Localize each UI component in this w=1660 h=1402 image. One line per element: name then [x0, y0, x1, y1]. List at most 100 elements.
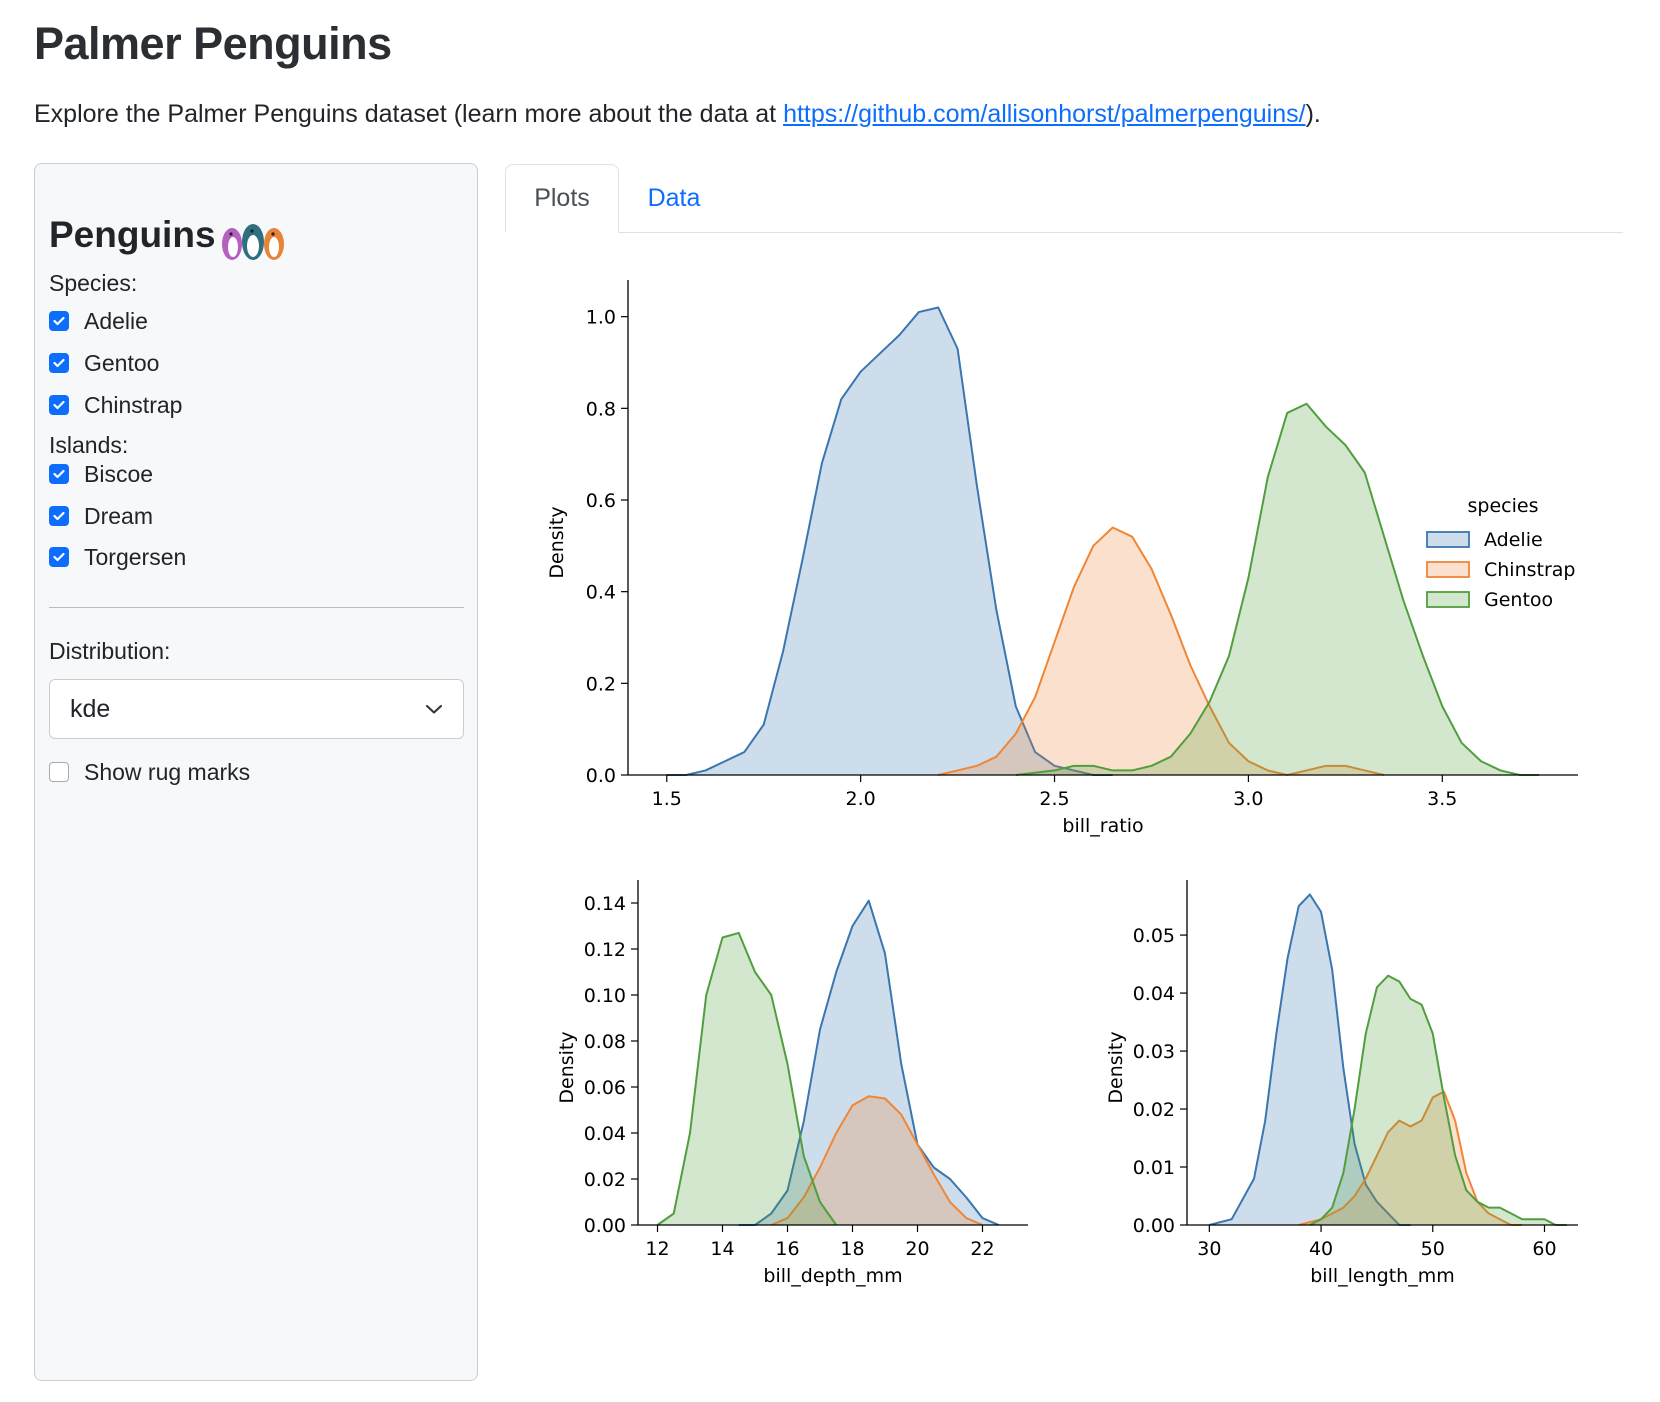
y-tick-label: 0.00	[584, 1215, 626, 1237]
x-axis-label: bill_ratio	[1062, 815, 1143, 837]
tab-bar: Plots Data	[505, 164, 1623, 233]
chevron-down-icon	[425, 704, 443, 714]
islands-label: Islands:	[49, 432, 129, 458]
sidebar-divider	[49, 607, 464, 608]
x-tick-label: 1.5	[652, 788, 682, 810]
y-tick-label: 0.8	[586, 398, 616, 420]
y-tick-label: 0.06	[584, 1077, 626, 1099]
y-tick-label: 0.2	[586, 673, 616, 695]
y-axis-label: Density	[546, 506, 568, 578]
tab-plots[interactable]: Plots	[505, 164, 619, 233]
checkbox-label: Dream	[84, 502, 154, 529]
intro-text: Explore the Palmer Penguins dataset (lea…	[34, 100, 1321, 129]
x-tick-label: 2.5	[1039, 788, 1069, 810]
x-tick-label: 2.0	[846, 788, 876, 810]
island-dream-checkbox[interactable]: Dream	[49, 502, 153, 530]
x-tick-label: 12	[645, 1238, 669, 1260]
checkbox-unchecked-icon[interactable]	[49, 762, 69, 782]
checkbox-label: Chinstrap	[84, 391, 183, 418]
kde-line-gentoo	[1015, 402, 1540, 776]
x-tick-label: 60	[1532, 1238, 1556, 1260]
sidebar-title: Penguins	[49, 214, 216, 255]
kde-line-chinstrap	[937, 526, 1385, 776]
y-tick-label: 0.0	[586, 765, 616, 787]
legend-swatch-gentoo	[1426, 591, 1470, 608]
island-biscoe-checkbox[interactable]: Biscoe	[49, 460, 153, 488]
kde-line-gentoo	[1309, 974, 1567, 1226]
x-axis-label: bill_depth_mm	[763, 1265, 902, 1287]
y-tick-label: 0.12	[584, 939, 626, 961]
kde-area-adelie	[738, 900, 999, 1225]
y-tick-label: 0.08	[584, 1031, 626, 1053]
kde-line-chinstrap	[1298, 1090, 1523, 1226]
tab-data[interactable]: Data	[647, 183, 701, 212]
checkbox-label: Adelie	[84, 307, 148, 334]
y-tick-label: 0.05	[1133, 925, 1175, 947]
x-tick-label: 50	[1421, 1238, 1445, 1260]
kde-line-adelie	[666, 306, 1113, 776]
x-tick-label: 30	[1197, 1238, 1221, 1260]
y-axis-label: Density	[556, 1031, 578, 1103]
y-tick-label: 0.00	[1133, 1215, 1175, 1237]
species-label: Species:	[49, 270, 138, 296]
checkbox-checked-icon[interactable]	[49, 547, 69, 567]
checkbox-checked-icon[interactable]	[49, 395, 69, 415]
legend-label: Adelie	[1484, 529, 1543, 551]
checkbox-label: Biscoe	[84, 460, 154, 487]
kde-line-chinstrap	[770, 1095, 983, 1226]
intro-prefix: Explore the Palmer Penguins dataset (lea…	[34, 100, 784, 128]
distribution-label: Distribution:	[49, 638, 171, 664]
kde-chart-1: 1.5 2.0 2.5 3.0 3.5 0.0 0.2 0.4 0.6 0.8 1.0 bill_ra…	[546, 280, 1578, 837]
sidebar: Penguins Species: Adelie Gentoo Chinstra…	[34, 163, 478, 1381]
kde-chart-3: 30 40 50 60 0.00 0.01 0.02 0.03 0.04 0.05 bill_len…	[1105, 880, 1578, 1287]
kde-line-adelie	[738, 899, 1000, 1226]
x-tick-label: 18	[840, 1238, 864, 1260]
checkbox-checked-icon[interactable]	[49, 506, 69, 526]
x-tick-label: 3.5	[1427, 788, 1457, 810]
island-torgersen-checkbox[interactable]: Torgersen	[49, 543, 186, 571]
y-tick-label: 0.14	[584, 893, 626, 915]
y-tick-label: 0.4	[586, 582, 616, 604]
kde-area-gentoo	[1015, 403, 1540, 775]
species-adelie-checkbox[interactable]: Adelie	[49, 307, 148, 335]
species-chinstrap-checkbox[interactable]: Chinstrap	[49, 391, 182, 419]
kde-area-gentoo	[657, 932, 837, 1225]
checkbox-label: Torgersen	[84, 543, 187, 570]
legend-title: species	[1468, 495, 1539, 517]
legend-label: Gentoo	[1484, 589, 1553, 611]
kde-area-gentoo	[1309, 975, 1567, 1225]
distribution-select-value: kde	[70, 694, 111, 723]
y-tick-label: 0.10	[584, 985, 626, 1007]
x-tick-label: 14	[710, 1238, 734, 1260]
species-gentoo-checkbox[interactable]: Gentoo	[49, 349, 159, 377]
y-tick-label: 0.04	[1133, 983, 1175, 1005]
checkbox-label: Gentoo	[84, 349, 160, 376]
show-rug-checkbox[interactable]: Show rug marks	[49, 758, 250, 786]
checkbox-checked-icon[interactable]	[49, 353, 69, 373]
kde-area-chinstrap	[771, 1096, 983, 1225]
kde-chart-2: 12 14 16 18 20 22 0.00 0.02 0.04 0.06 0.08 0.10 0.12…	[556, 880, 1028, 1287]
y-tick-label: 0.02	[1133, 1099, 1175, 1121]
y-tick-label: 0.04	[584, 1123, 626, 1145]
kde-area-adelie	[666, 307, 1113, 775]
checkbox-checked-icon[interactable]	[49, 311, 69, 331]
checkbox-label: Show rug marks	[84, 758, 251, 785]
distribution-select[interactable]: kde	[49, 679, 464, 739]
x-tick-label: 3.0	[1233, 788, 1263, 810]
y-tick-label: 1.0	[586, 307, 616, 329]
kde-area-chinstrap	[1298, 1091, 1523, 1225]
kde-line-adelie	[1209, 893, 1411, 1226]
kde-area-adelie	[1209, 894, 1411, 1225]
y-tick-label: 0.03	[1133, 1041, 1175, 1063]
x-axis-label: bill_length_mm	[1310, 1265, 1454, 1287]
legend-swatch-adelie	[1426, 531, 1470, 548]
dataset-link[interactable]: https://github.com/allisonhorst/palmerpe…	[783, 100, 1306, 128]
x-tick-label: 40	[1309, 1238, 1333, 1260]
x-tick-label: 22	[970, 1238, 994, 1260]
y-tick-label: 0.6	[586, 490, 616, 512]
y-tick-label: 0.02	[584, 1169, 626, 1191]
x-tick-label: 20	[905, 1238, 929, 1260]
page-title: Palmer Penguins	[34, 18, 392, 69]
checkbox-checked-icon[interactable]	[49, 464, 69, 484]
intro-suffix: ).	[1305, 100, 1321, 128]
